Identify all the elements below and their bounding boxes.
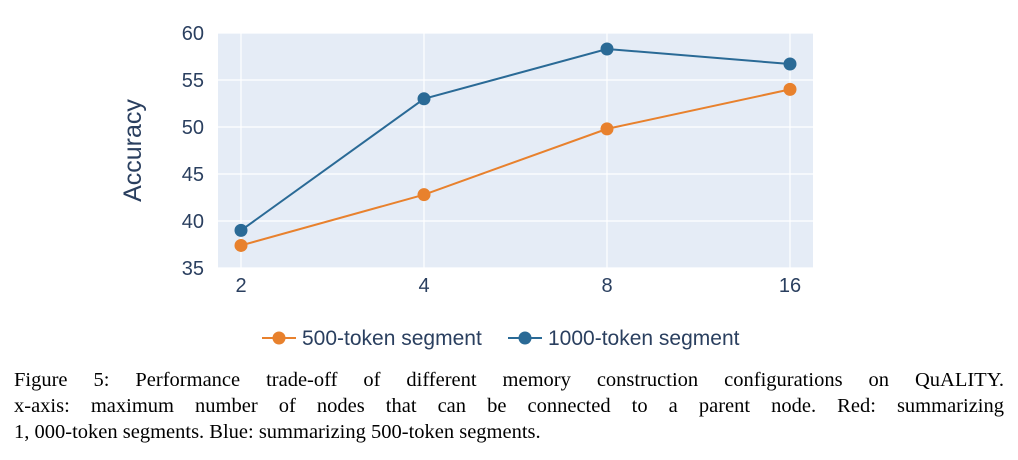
plot-background <box>218 33 813 268</box>
series-line <box>240 88 791 247</box>
data-point <box>600 122 614 136</box>
caption-line: x-axis: maximum number of nodes that can… <box>14 395 1004 417</box>
y-tick-label: 55 <box>182 70 204 92</box>
legend-item: 1000-token segment <box>508 327 740 350</box>
caption-line: Figure 5: Performance trade-off of diffe… <box>14 369 1004 391</box>
x-tick-label: 2 <box>235 275 246 297</box>
series-2 <box>234 42 797 237</box>
legend-marker <box>272 331 286 345</box>
figure-caption: Figure 5: Performance trade-off of diffe… <box>14 367 1004 445</box>
chart: 35 40 45 50 55 60 2 4 8 16 Accuracy 500-token seg… <box>119 23 813 350</box>
x-tick-label: 16 <box>779 275 801 297</box>
y-tick-label: 50 <box>182 117 204 139</box>
grid <box>218 32 813 269</box>
legend-label: 500-token segment <box>302 327 482 350</box>
legend-item: 500-token segment <box>262 327 482 350</box>
axis-ticks: 35 40 45 50 55 60 2 4 8 16 <box>182 23 801 297</box>
y-tick-label: 45 <box>182 164 204 186</box>
data-point <box>417 92 431 106</box>
legend: 500-token segment 1000-token segment <box>262 327 740 350</box>
y-axis-title: Accuracy <box>119 99 147 202</box>
data-point <box>783 82 797 96</box>
x-tick-label: 8 <box>601 275 612 297</box>
series-1 <box>234 82 797 252</box>
series-line <box>240 47 791 232</box>
data-point <box>600 42 614 56</box>
legend-marker <box>518 331 532 345</box>
data-point <box>783 57 797 71</box>
y-tick-label: 35 <box>182 258 204 280</box>
y-tick-label: 40 <box>182 211 204 233</box>
data-point <box>417 188 431 202</box>
series-layer <box>234 42 797 252</box>
y-tick-label: 60 <box>182 23 204 45</box>
data-point <box>234 238 248 252</box>
legend-label: 1000-token segment <box>548 327 740 350</box>
x-tick-label: 4 <box>418 275 429 297</box>
caption-line: 1, 000-token segments. Blue: summarizing… <box>14 421 541 443</box>
data-point <box>234 223 248 237</box>
